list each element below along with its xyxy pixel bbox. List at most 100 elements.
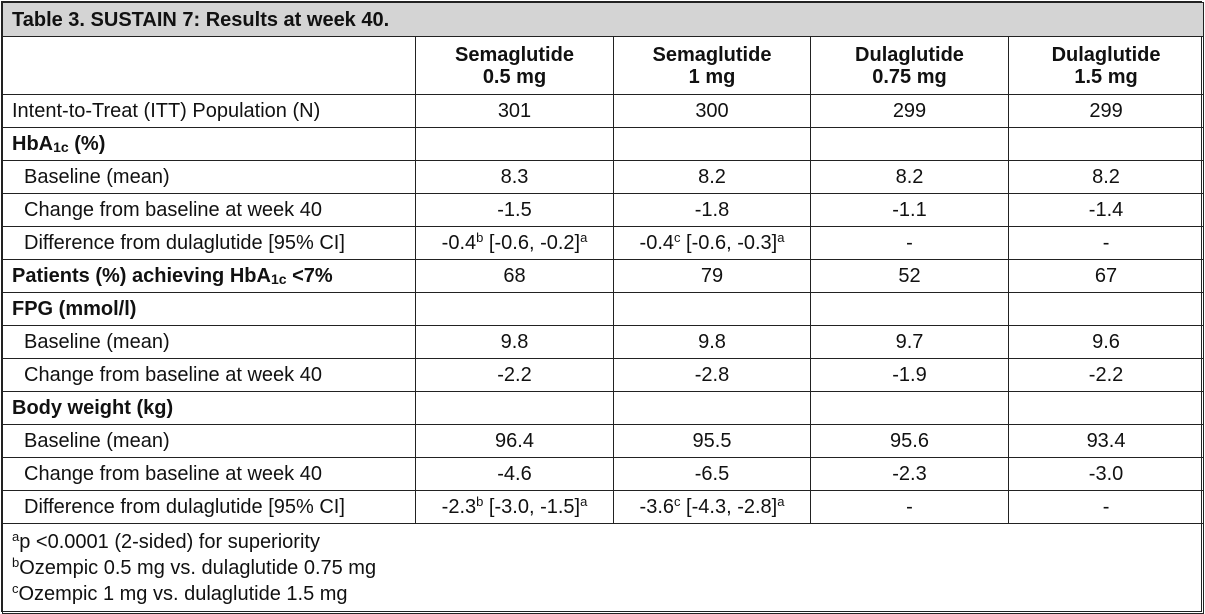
table-row: Difference from dulaglutide [95% CI] -0.4… (2, 226, 1205, 260)
value-number: -2.3 (441, 496, 477, 518)
row-label-text: FPG (mmol/l) (12, 298, 137, 320)
row-label: Difference from dulaglutide [95% CI] (2, 226, 416, 260)
value-cell (1007, 391, 1205, 425)
table-row: Baseline (mean) 9.8 9.8 9.7 9.6 (2, 325, 1205, 359)
value-cell: 67 (1007, 259, 1205, 293)
column-header-line2: 1 mg (688, 65, 736, 88)
value-cell: -2.3 (810, 457, 1009, 491)
value-cell (415, 127, 614, 161)
value-cell: 96.4 (415, 424, 614, 458)
value-cell: 9.8 (613, 325, 811, 359)
row-label-text: Body weight (kg) (12, 397, 174, 419)
row-label: FPG (mmol/l) (2, 292, 416, 326)
row-label-subscript: 1c (53, 139, 69, 155)
value-footnote-mark: b (476, 230, 484, 245)
value-cell: -3.6c [-4.3, -2.8]a (613, 490, 811, 524)
value-footnote-mark: c (674, 230, 681, 245)
column-header-line2: 0.75 mg (872, 65, 947, 88)
value-cell: -0.4c [-0.6, -0.3]a (613, 226, 811, 260)
row-label-text: Change from baseline at week 40 (24, 364, 322, 386)
row-label-text: Difference from dulaglutide [95% CI] (24, 232, 345, 254)
table-row: Patients (%) achieving HbA1c <7% 68 79 52 67 (2, 259, 1205, 293)
value-number: -3.6 (639, 496, 674, 518)
table-row: HbA1c (%) (2, 127, 1205, 161)
column-header-row: Semaglutide 0.5 mg Semaglutide 1 mg Dulagl… (2, 36, 1205, 95)
row-label: Change from baseline at week 40 (2, 193, 416, 227)
value-ci: [-3.0, -1.5] (483, 496, 581, 518)
value-cell (1007, 127, 1205, 161)
value-cell: -0.4b [-0.6, -0.2]a (415, 226, 614, 260)
value-cell: -1.9 (810, 358, 1009, 392)
value-cell: 9.7 (810, 325, 1009, 359)
value-cell: 9.6 (1007, 325, 1205, 359)
row-label-text: Difference from dulaglutide [95% CI] (24, 496, 345, 518)
value-cell: - (810, 226, 1009, 260)
row-label-text: Patients (%) achieving HbA (12, 265, 271, 287)
value-cell: 8.2 (810, 160, 1009, 194)
column-header: Dulaglutide 0.75 mg (810, 36, 1009, 95)
footnote-text: Ozempic 1 mg vs. dulaglutide 1.5 mg (18, 583, 348, 605)
value-cell: 95.5 (613, 424, 811, 458)
value-cell (415, 292, 614, 326)
row-label: Patients (%) achieving HbA1c <7% (2, 259, 416, 293)
value-cell (613, 127, 811, 161)
value-cell: 79 (613, 259, 811, 293)
column-header: Semaglutide 1 mg (613, 36, 811, 95)
header-empty (2, 36, 416, 95)
row-label-text: Intent-to-Treat (ITT) Population (N) (12, 100, 321, 122)
column-header-line2: 0.5 mg (482, 65, 547, 88)
column-header-line2: 1.5 mg (1074, 65, 1138, 88)
row-label: Change from baseline at week 40 (2, 358, 416, 392)
value-cell: -4.6 (415, 457, 614, 491)
footnote: bOzempic 0.5 mg vs. dulaglutide 0.75 mg (12, 555, 1194, 581)
column-header-line1: Semaglutide (455, 43, 574, 66)
value-cell (810, 127, 1009, 161)
value-ci: [-0.6, -0.2] (483, 232, 581, 254)
value-number: -0.4 (441, 232, 477, 254)
value-cell: -3.0 (1007, 457, 1205, 491)
value-cell: 299 (810, 94, 1009, 128)
footnote-mark: c (12, 581, 19, 596)
row-label-subscript: 1c (270, 271, 287, 287)
row-label-text: Baseline (mean) (24, 166, 170, 188)
value-cell: 93.4 (1007, 424, 1205, 458)
value-cell: - (1007, 226, 1205, 260)
row-label-text: Change from baseline at week 40 (24, 199, 322, 221)
value-cell: 301 (415, 94, 614, 128)
value-cell: -1.4 (1007, 193, 1205, 227)
row-label: Baseline (mean) (2, 325, 416, 359)
value-ci: [-4.3, -2.8] (680, 496, 778, 518)
column-header-line1: Dulaglutide (1051, 43, 1161, 66)
row-label: Baseline (mean) (2, 424, 416, 458)
value-ci: [-0.6, -0.3] (680, 232, 778, 254)
value-cell: -1.1 (810, 193, 1009, 227)
table-row: Body weight (kg) (2, 391, 1205, 425)
row-label: Difference from dulaglutide [95% CI] (2, 490, 416, 524)
table-row: Change from baseline at week 40 -4.6 -6.5-… (2, 457, 1205, 491)
table-row: Intent-to-Treat (ITT) Population (N) 301 3… (2, 94, 1205, 128)
value-cell: -2.8 (613, 358, 811, 392)
footnotes-row: ap <0.0001 (2-sided) for superiority bOz… (1, 523, 1205, 614)
table-row: FPG (mmol/l) (2, 292, 1205, 326)
value-cell: 8.2 (613, 160, 811, 194)
row-label-text: HbA (12, 133, 54, 155)
value-footnote-mark: b (476, 494, 484, 509)
value-cell: -6.5 (613, 457, 811, 491)
column-header: Dulaglutide 1.5 mg (1007, 36, 1205, 95)
row-label-suffix: (%) (68, 133, 106, 155)
value-footnote-mark: a (777, 230, 785, 245)
footnote-text: p <0.0001 (2-sided) for superiority (19, 531, 320, 553)
value-cell: 8.3 (415, 160, 614, 194)
row-label: Baseline (mean) (2, 160, 416, 194)
value-cell: -2.3b [-3.0, -1.5]a (415, 490, 614, 524)
footnote: cOzempic 1 mg vs. dulaglutide 1.5 mg (12, 581, 1194, 607)
value-cell: 9.8 (415, 325, 614, 359)
value-cell: 95.6 (810, 424, 1009, 458)
value-cell (810, 292, 1009, 326)
column-header-line1: Dulaglutide (855, 43, 964, 66)
value-cell: 68 (415, 259, 614, 293)
value-cell: -1.5 (415, 193, 614, 227)
table-row: Baseline (mean) 8.3 8.2 8.2 8.2 (2, 160, 1205, 194)
